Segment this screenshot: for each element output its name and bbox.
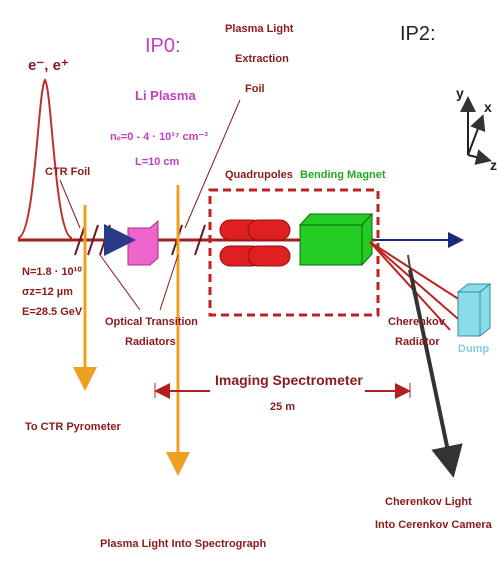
dump — [456, 282, 492, 338]
axis-y: y — [456, 85, 464, 101]
axis-z: z — [490, 157, 497, 173]
cherenkov-light-label: Into Cerenkov Camera — [375, 519, 493, 531]
foil-label: Foil — [245, 83, 265, 95]
quadrupoles — [219, 219, 291, 267]
otr-label: Radiators — [125, 336, 176, 348]
foil-label: Plasma Light — [225, 23, 294, 35]
ip0-plasma: Li Plasma — [135, 88, 196, 103]
ip0-density: nₑ=0 - 4 · 10¹⁷ cm⁻³ — [110, 131, 208, 143]
cherenkov-light-label: Cherenkov Light — [385, 496, 472, 508]
bunch-profile — [17, 78, 73, 239]
foil-label: Extraction — [235, 53, 289, 65]
dispersed-beams — [369, 241, 466, 331]
plasma-cell — [127, 219, 159, 266]
quadrupoles-label: Quadrupoles — [225, 169, 293, 181]
axis-x: x — [484, 99, 492, 115]
beam-param: σz=12 µm — [22, 286, 73, 298]
axes-icon — [460, 96, 492, 165]
spectrometer-box — [208, 188, 380, 317]
ip0-title: IP0: — [145, 35, 181, 57]
plasma-light-label: Plasma Light Into Spectrograph — [100, 538, 267, 550]
ctr-foil: CTR Foil — [45, 166, 90, 178]
beam-param: E=28.5 GeV — [22, 306, 83, 318]
ip0-length: L=10 cm — [135, 156, 180, 168]
cherenkov-radiator-label: Cherenkov — [388, 316, 446, 328]
dump-label: Dump — [458, 343, 489, 355]
bending-magnet — [298, 212, 374, 267]
bending-magnet-label: Bending Magnet — [300, 169, 386, 181]
ip2-title: IP2: — [400, 23, 436, 45]
spectrometer-length: 25 m — [270, 401, 295, 413]
cherenkov-light — [408, 269, 463, 478]
beam-label: e⁻, e⁺ — [28, 57, 69, 74]
cherenkov-radiator-label: Radiator — [395, 336, 440, 348]
pointers — [59, 99, 241, 311]
beam-param: N=1.8 · 10¹⁰ — [22, 266, 82, 278]
spectrometer-title: Imaging Spectrometer — [215, 372, 363, 388]
otr-label: Optical Transition — [105, 316, 198, 328]
ctr-pyrometer-label: To CTR Pyrometer — [25, 421, 121, 433]
